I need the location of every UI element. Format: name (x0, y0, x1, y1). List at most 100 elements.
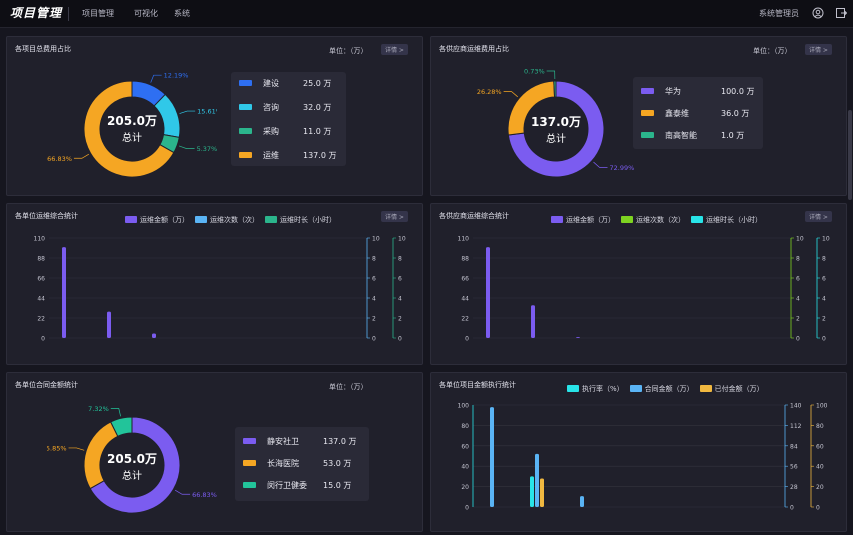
donut-percent-label: 72.99% (610, 164, 635, 172)
bar-0-1[interactable] (530, 476, 534, 507)
y-right-tick: 6 (372, 276, 376, 283)
chart-legend-item[interactable]: 运维时长（小时） (691, 216, 762, 224)
bar-0-1[interactable] (531, 305, 535, 338)
panel-vendor-maintenance-share: 各供应商运维费用占比 单位：（万） 详情 > 72.99% 26.28% 0.73%… (430, 36, 847, 196)
detail-button[interactable]: 详情 > (381, 44, 408, 55)
legend-name: 南高智能 (665, 131, 697, 140)
bar-chart: 100 80 60 40 20 0 140 112 84 56 28 0 100 80 60 40 20 0 (458, 403, 828, 512)
detail-button[interactable]: 详情 > (805, 44, 832, 55)
panel-title: 各供应商运维费用占比 (439, 45, 509, 53)
y-right-tick: 6 (398, 276, 402, 283)
panel-project-cost-share: 各项目总费用占比 单位：（万） 详情 > 12.19% 15.61% 5.37% 66… (6, 36, 423, 196)
donut-chart: 72.99% 26.28% 0.73% (477, 68, 635, 178)
panel-unit-project-execution: 各单位项目金额执行统计 执行率（%） 合同金额（万） 已付金额（万） 100 80 60… (430, 372, 847, 532)
y-left-tick: 0 (465, 505, 469, 512)
logout-icon[interactable] (835, 7, 847, 19)
donut-total-value: 137.0万 (531, 115, 581, 129)
y-left-tick: 20 (461, 484, 469, 491)
y-left-tick: 110 (34, 236, 46, 243)
chart-legend-item[interactable]: 合同金额（万） (629, 385, 694, 393)
chart-legend-item[interactable]: 已付金额（万） (699, 385, 764, 393)
chart-legend-item[interactable]: 运维时长（小时） (265, 216, 336, 224)
bar-1-0[interactable] (490, 407, 494, 507)
bar-0-0[interactable] (486, 247, 490, 338)
legend-item[interactable]: 长海医院 53.0 万 (243, 458, 363, 470)
legend-item[interactable]: 采购 11.0 万 (239, 126, 359, 138)
bar-2-1[interactable] (540, 478, 544, 507)
legend-item[interactable]: 鑫泰维 36.0 万 (641, 108, 761, 120)
detail-button[interactable]: 详情 > (805, 211, 832, 222)
bar-1-2[interactable] (580, 496, 584, 507)
donut-percent-label: 7.32% (88, 405, 109, 413)
bar-0-2[interactable] (152, 333, 156, 338)
donut-label-line (546, 70, 556, 80)
chart-legend-item[interactable]: 运维次数（次） (195, 216, 259, 224)
donut-slice-2[interactable] (110, 416, 133, 437)
legend-value: 53.0 万 (323, 459, 352, 468)
chart-legend-swatch (629, 385, 642, 392)
detail-button[interactable]: 详情 > (381, 211, 408, 222)
bar-1-1[interactable] (535, 453, 539, 507)
legend-value: 36.0 万 (721, 109, 750, 118)
chart-legend-label: 运维时长（小时） (280, 216, 336, 224)
legend-item[interactable]: 咨询 32.0 万 (239, 102, 359, 114)
scrollbar-thumb[interactable] (848, 110, 852, 200)
donut-label-line (503, 91, 518, 98)
y-right-tick: 56 (790, 464, 798, 471)
donut-slice-0[interactable] (89, 416, 181, 514)
donut-center: 137.0万 总计 (526, 113, 586, 145)
bar-chart: 110 88 66 44 22 0 10 8 6 4 2 0 10 8 6 4 2 0 (34, 236, 406, 343)
legend-item[interactable]: 闵行卫健委 15.0 万 (243, 480, 363, 492)
donut-label-line (110, 408, 121, 417)
y-right-tick: 0 (796, 336, 800, 343)
legend-swatch (239, 128, 252, 134)
user-name[interactable]: 系统管理员 (759, 9, 799, 18)
y-right-tick: 100 (816, 403, 828, 410)
panel-vendor-maintenance-stats: 各供应商运维综合统计 运维金额（万） 运维次数（次） 运维时长（小时） 详情 > 1… (430, 203, 847, 365)
donut-slice-3[interactable] (83, 80, 175, 178)
y-left-tick: 22 (37, 316, 45, 323)
y-right-tick: 2 (796, 316, 800, 323)
bar-0-0[interactable] (62, 247, 66, 338)
user-icon[interactable] (812, 7, 824, 19)
bar-0-1[interactable] (107, 311, 111, 338)
legend-item[interactable]: 建设 25.0 万 (239, 78, 359, 90)
y-right-tick: 6 (822, 276, 826, 283)
legend-item[interactable]: 静安社卫 137.0 万 (243, 436, 363, 448)
y-right-tick: 6 (796, 276, 800, 283)
panel-unit-contract-amount: 各单位合同金额统计 单位：（万） 66.83% 25.85% 7.32% 205.0… (6, 372, 423, 532)
y-right-tick: 8 (796, 256, 800, 263)
chart-legend-swatch (195, 216, 207, 223)
nav-item-system[interactable]: 系统 (174, 9, 190, 18)
donut-slice-2[interactable] (553, 80, 557, 98)
legend-item[interactable]: 华为 100.0 万 (641, 86, 761, 98)
legend-value: 25.0 万 (303, 79, 332, 88)
y-right-tick: 2 (822, 316, 826, 323)
panel-unit-maintenance-stats: 各单位运维综合统计 运维金额（万） 运维次数（次） 运维时长（小时） 详情 > 11… (6, 203, 423, 365)
header-divider (68, 7, 69, 21)
legend-item[interactable]: 运维 137.0 万 (239, 150, 359, 162)
legend-box: 静安社卫 137.0 万长海医院 53.0 万闵行卫健委 15.0 万 (235, 427, 369, 501)
unit-label: 单位：（万） (329, 47, 368, 55)
unit-label: 单位：（万） (329, 383, 368, 391)
legend-name: 采购 (263, 127, 279, 136)
bar-0-2[interactable] (576, 337, 580, 338)
donut-label-line (174, 489, 191, 495)
nav-item-visualization[interactable]: 可视化 (134, 9, 158, 18)
scrollbar-track[interactable] (847, 30, 853, 535)
panel-title: 各单位运维综合统计 (15, 212, 78, 220)
chart-legend-item[interactable]: 执行率（%） (567, 385, 624, 393)
legend-swatch (239, 80, 252, 86)
chart-legend-item[interactable]: 运维金额（万） (551, 216, 615, 224)
y-left-tick: 80 (461, 423, 469, 430)
legend-item[interactable]: 南高智能 1.0 万 (641, 130, 761, 142)
y-left-tick: 0 (465, 336, 469, 343)
y-right-tick: 10 (796, 236, 804, 243)
y-right-tick: 0 (790, 505, 794, 512)
nav-item-project[interactable]: 项目管理 (82, 9, 114, 18)
chart-legend-item[interactable]: 运维次数（次） (621, 216, 685, 224)
chart-legend-swatch (621, 216, 633, 223)
donut-slice-0[interactable] (507, 80, 605, 178)
chart-legend-item[interactable]: 运维金额（万） (125, 216, 189, 224)
app-logo[interactable]: 项目管理 (10, 6, 63, 20)
